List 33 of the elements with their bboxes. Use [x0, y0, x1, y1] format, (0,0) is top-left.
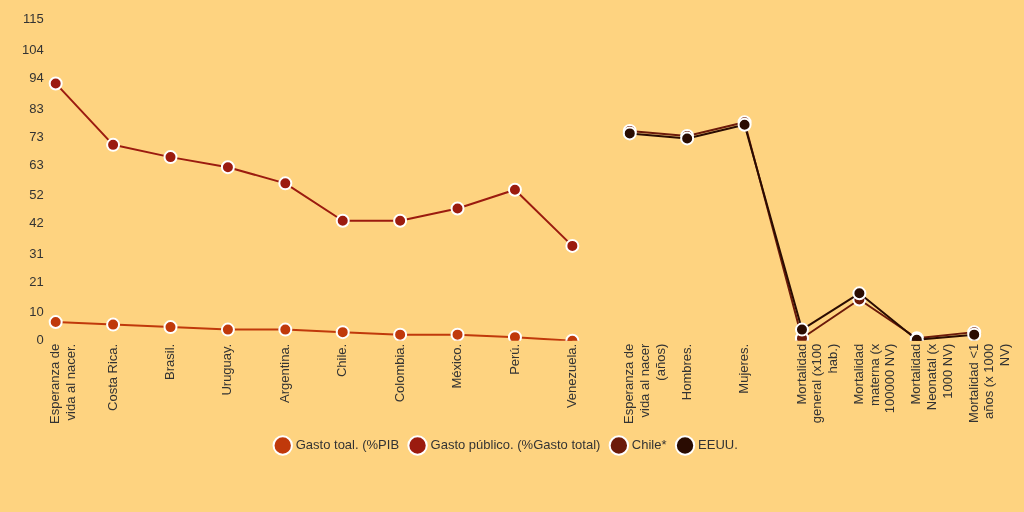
y-tick-label: 0 — [36, 332, 44, 348]
x-tick-label: Mortalidad materna (x 100000 NV) — [850, 343, 898, 414]
y-tick-label: 52 — [29, 187, 44, 203]
x-tick-label: México. — [449, 343, 465, 389]
y-tick-label: 94 — [29, 69, 44, 85]
x-tick-label: Mortalidad Neonatal (x 1000 NV) — [908, 343, 955, 411]
x-tick-label: Venezuela. — [563, 343, 579, 409]
legend-label: Gasto público. (%Gasto total) — [430, 437, 601, 453]
y-tick-label: 83 — [29, 100, 44, 116]
legend-label: Chile* — [631, 437, 667, 453]
x-tick-label: Esperanza de vida al nacer. — [47, 343, 78, 425]
x-tick-label: Uruguay. — [219, 343, 235, 396]
legend-label: Gasto toal. (%PIB — [295, 437, 400, 453]
x-tick-label: Mortalidad general (x100 hab.) — [793, 343, 840, 424]
x-tick-label: Colombia. — [391, 343, 407, 403]
x-tick-label: Chile. — [334, 343, 350, 378]
x-tick-label: Mujeres. — [736, 343, 752, 394]
y-tick-label: 21 — [29, 273, 44, 289]
y-tick-label: 115 — [22, 11, 44, 27]
x-tick-label: Hombres. — [678, 343, 694, 401]
y-tick-label: 104 — [21, 42, 44, 58]
y-tick-label: 42 — [29, 215, 44, 231]
legend-label: EEUU. — [698, 437, 738, 453]
y-tick-label: 63 — [29, 156, 44, 172]
y-tick-label: 31 — [29, 245, 44, 261]
x-tick-label: Esperanza de vida al nacer (años) — [621, 343, 668, 425]
x-tick-label: Perú. — [506, 343, 522, 375]
x-tick-label: Brasil. — [162, 343, 178, 380]
y-tick-label: 10 — [29, 304, 44, 320]
x-tick-label: Mortalidad <1 años (x 1000 NV) — [965, 343, 1012, 423]
y-tick-label: 73 — [29, 128, 44, 144]
x-tick-label: Costa Rica. — [104, 343, 120, 411]
x-tick-label: Argentina. — [276, 343, 292, 404]
